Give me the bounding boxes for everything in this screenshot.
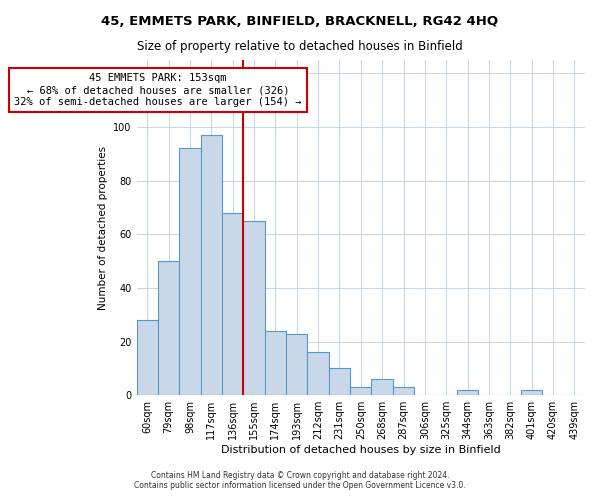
Bar (158, 261, 179, 395)
Bar (521, 390, 542, 395)
X-axis label: Distribution of detached houses by size in Binfield: Distribution of detached houses by size … (221, 445, 500, 455)
Bar (222, 213, 244, 395)
Bar (244, 221, 265, 395)
Bar (393, 387, 414, 395)
Bar (137, 320, 158, 395)
Bar (200, 135, 222, 395)
Bar (350, 387, 371, 395)
Bar (179, 148, 200, 395)
Bar (457, 390, 478, 395)
Y-axis label: Number of detached properties: Number of detached properties (98, 146, 107, 310)
Text: 45, EMMETS PARK, BINFIELD, BRACKNELL, RG42 4HQ: 45, EMMETS PARK, BINFIELD, BRACKNELL, RG… (101, 15, 499, 28)
Text: 45 EMMETS PARK: 153sqm
← 68% of detached houses are smaller (326)
32% of semi-de: 45 EMMETS PARK: 153sqm ← 68% of detached… (14, 74, 302, 106)
Bar (307, 352, 329, 395)
Bar (265, 331, 286, 395)
Bar (286, 334, 307, 395)
Text: Size of property relative to detached houses in Binfield: Size of property relative to detached ho… (137, 40, 463, 53)
Bar (329, 368, 350, 395)
Bar (371, 379, 393, 395)
Text: Contains HM Land Registry data © Crown copyright and database right 2024.
Contai: Contains HM Land Registry data © Crown c… (134, 470, 466, 490)
